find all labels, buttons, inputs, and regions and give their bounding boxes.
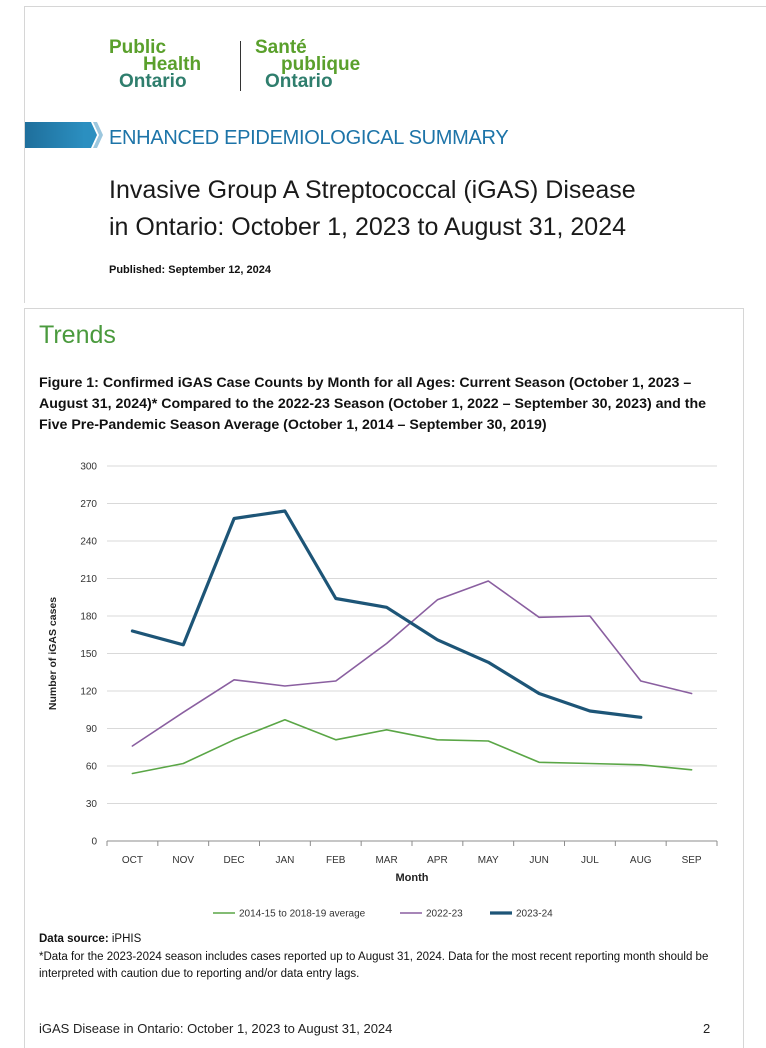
series-2022-23-line: [131, 580, 693, 747]
section-heading: Trends: [39, 321, 116, 349]
x-tick-label: SEP: [682, 855, 702, 866]
series-2022-23-legend-label: 2022-23: [426, 909, 463, 920]
y-tick-label: 30: [86, 799, 98, 810]
x-tick-label: DEC: [224, 855, 245, 866]
x-tick-label: JAN: [275, 855, 294, 866]
x-tick-label: JUN: [529, 855, 548, 866]
cover-page: Public Health Ontario Santé publique Ont…: [24, 6, 766, 303]
x-tick-label: AUG: [630, 855, 652, 866]
banner-chevron-icon: [83, 122, 103, 148]
x-tick-label: MAY: [478, 855, 499, 866]
logo-fr-line3: Ontario: [265, 71, 333, 92]
y-tick-label: 120: [80, 687, 97, 698]
y-tick-label: 210: [80, 574, 97, 585]
data-source-value: iPHIS: [111, 933, 142, 945]
y-axis-title: Number of iGAS cases: [47, 597, 59, 710]
summary-banner: ENHANCED EPIDEMIOLOGICAL SUMMARY: [109, 127, 509, 149]
y-tick-label: 0: [91, 837, 97, 848]
logo-fr-line2: publique: [281, 54, 361, 75]
document-title-line1: Invasive Group A Streptococcal (iGAS) Di…: [109, 176, 636, 204]
series-2023-24-legend-label: 2023-24: [516, 909, 553, 920]
y-tick-label: 90: [86, 724, 98, 735]
x-tick-label: NOV: [172, 855, 194, 866]
y-tick-label: 60: [86, 762, 98, 773]
y-tick-label: 300: [80, 462, 97, 473]
figure-caption: Figure 1: Confirmed iGAS Case Counts by …: [39, 375, 707, 433]
x-tick-label: FEB: [326, 855, 346, 866]
footnote: *Data for the 2023-2024 season includes …: [39, 951, 709, 980]
series-avg-line: [131, 718, 693, 775]
report-page: Trends Figure 1: Confirmed iGAS Case Cou…: [24, 308, 744, 1048]
logo-fr-line1: Santé: [255, 37, 307, 58]
published-date: Published: September 12, 2024: [109, 264, 272, 276]
series-2023-24-line: [130, 509, 643, 719]
document-title: Invasive Group A Streptococcal (iGAS) Di…: [109, 172, 636, 246]
y-tick-label: 240: [80, 537, 97, 548]
x-tick-label: JUL: [581, 855, 599, 866]
logo-french: Santé publique Ontario: [255, 37, 361, 92]
y-tick-label: 150: [80, 649, 97, 660]
series-avg-legend-label: 2014-15 to 2018-19 average: [239, 909, 366, 920]
page-number: 2: [703, 1021, 711, 1036]
data-source-label: Data source:: [39, 933, 109, 945]
line-chart: 0 30 60 90 120 150 180 210 240 270 300 OCT NOV DEC JAN…: [47, 462, 718, 920]
logo-en-line2: Health: [143, 54, 202, 75]
banner-accent-bar: [25, 122, 85, 148]
x-axis-title: Month: [396, 872, 429, 884]
logo-en-line1: Public: [109, 37, 167, 58]
x-tick-label: APR: [427, 855, 448, 866]
data-source: Data source: iPHIS: [39, 933, 141, 945]
document-title-line2: in Ontario: October 1, 2023 to August 31…: [109, 213, 627, 241]
page-footer-title: iGAS Disease in Ontario: October 1, 2023…: [39, 1021, 393, 1036]
logo-divider: [240, 41, 241, 91]
logo-en-line3: Ontario: [119, 71, 187, 92]
y-tick-label: 180: [80, 612, 97, 623]
logo-english: Public Health Ontario: [109, 37, 202, 92]
y-tick-label: 270: [80, 499, 97, 510]
x-tick-label: OCT: [122, 855, 143, 866]
x-tick-label: MAR: [375, 855, 397, 866]
